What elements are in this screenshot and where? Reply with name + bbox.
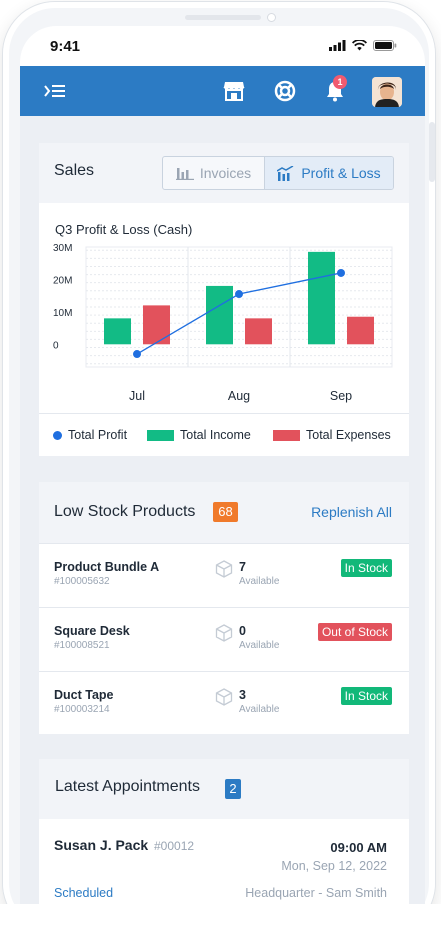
y-tick-label: 0 <box>53 340 59 351</box>
product-qty: 7 <box>239 560 246 574</box>
qty-label: Available <box>239 640 280 651</box>
y-tick-label: 20M <box>53 275 72 286</box>
y-tick-label: 30M <box>53 243 72 254</box>
product-name: Square Desk <box>54 624 130 638</box>
legend-swatch-icon <box>147 429 174 441</box>
appointment-location: Headquarter - Sam Smith <box>245 886 387 900</box>
appointments-card: Latest Appointments 2 Susan J. Pack #000… <box>39 759 409 906</box>
status-bar: 9:41 <box>20 26 425 66</box>
point-total-profit <box>133 350 141 359</box>
legend-label: Total Income <box>180 428 251 442</box>
x-tick-label: Aug <box>228 389 250 403</box>
product-sku: #100005632 <box>54 576 110 587</box>
legend-label: Total Profit <box>68 428 128 442</box>
appointment-name: Susan J. Pack <box>54 837 149 853</box>
list-item[interactable]: Square Desk #100008521 0 Available Out o… <box>39 607 409 671</box>
phone-frame: 9:41 <box>3 2 435 935</box>
point-total-profit <box>337 268 345 277</box>
bar-total-expenses <box>347 316 374 345</box>
bar-total-expenses <box>143 305 170 345</box>
bar-total-income <box>104 318 131 345</box>
status-time: 9:41 <box>50 38 81 55</box>
appointments-header: Latest Appointments 2 <box>39 759 409 819</box>
qty-label: Available <box>239 576 280 587</box>
product-sku: #100008521 <box>54 640 110 651</box>
screen: 9:41 <box>20 26 425 906</box>
legend-total-income: Total Income <box>147 428 251 442</box>
sales-card: Sales Invoices <box>39 143 409 456</box>
low-stock-title: Low Stock Products <box>54 503 196 520</box>
avatar[interactable] <box>372 77 402 107</box>
appointment-status: Scheduled <box>54 886 114 900</box>
status-badge: Out of Stock <box>317 623 392 641</box>
point-total-profit <box>235 290 243 299</box>
product-qty: 0 <box>239 624 246 638</box>
product-name: Duct Tape <box>54 688 114 702</box>
status-badge: In Stock <box>340 559 392 577</box>
appointment-time: 09:00 AM <box>330 840 387 855</box>
product-sku: #100003214 <box>54 704 110 715</box>
battery-icon <box>373 40 397 51</box>
tab-invoices[interactable]: Invoices <box>163 157 265 189</box>
camera <box>267 13 276 22</box>
legend-swatch-icon <box>273 429 300 441</box>
low-stock-header: Low Stock Products 68 Replenish All <box>39 482 409 543</box>
side-button <box>429 122 435 182</box>
sales-title: Sales <box>54 162 95 179</box>
box-icon <box>215 624 233 642</box>
x-tick-label: Sep <box>330 389 352 403</box>
low-stock-card: Low Stock Products 68 Replenish All Prod… <box>39 482 409 734</box>
qty-label: Available <box>239 704 280 715</box>
bottom-edge <box>0 904 441 941</box>
wifi-icon <box>352 40 367 51</box>
list-item[interactable]: Duct Tape #100003214 3 Available In Stoc… <box>39 671 409 735</box>
bar-total-expenses <box>245 318 272 345</box>
tab-invoices-label: Invoices <box>199 165 252 181</box>
legend-label: Total Expenses <box>306 428 391 442</box>
appointment-id: #00012 <box>154 839 195 853</box>
tab-profit-loss[interactable]: Profit & Loss <box>265 157 393 189</box>
list-item[interactable]: Product Bundle A #100005632 7 Available … <box>39 543 409 607</box>
box-icon <box>215 560 233 578</box>
appointments-title: Latest Appointments <box>55 778 200 795</box>
product-name: Product Bundle A <box>54 560 160 574</box>
menu-icon[interactable] <box>43 79 67 103</box>
tab-profit-loss-label: Profit & Loss <box>301 165 381 181</box>
app-bar: 1 <box>20 66 425 116</box>
notification-badge: 1 <box>333 75 347 89</box>
low-stock-count-badge: 68 <box>213 502 238 522</box>
box-icon <box>215 688 233 706</box>
legend-total-expenses: Total Expenses <box>273 428 391 442</box>
chart-title: Q3 Profit & Loss (Cash) <box>55 222 193 237</box>
store-icon[interactable] <box>222 79 246 103</box>
sales-tabs: Invoices Profit & Loss <box>162 156 394 190</box>
sales-header: Sales Invoices <box>39 143 409 203</box>
signal-icon <box>329 40 346 51</box>
support-icon[interactable] <box>273 79 297 103</box>
status-badge: In Stock <box>340 687 392 705</box>
legend-dot-icon <box>53 430 62 440</box>
chart-legend: Total Profit Total Income Total Expenses <box>39 413 409 456</box>
speaker <box>185 15 261 20</box>
appointments-count-badge: 2 <box>225 779 241 799</box>
bar-total-income <box>308 251 335 345</box>
profit-loss-chart: 30M 20M 10M 0 Jul Aug Sep <box>53 243 393 403</box>
appointment-date: Mon, Sep 12, 2022 <box>281 859 387 873</box>
status-icons <box>329 40 397 51</box>
product-qty: 3 <box>239 688 246 702</box>
y-tick-label: 10M <box>53 308 72 319</box>
bar-total-income <box>206 285 233 345</box>
replenish-all-link[interactable]: Replenish All <box>311 504 392 520</box>
x-tick-label: Jul <box>129 389 145 403</box>
bar-chart-icon <box>175 168 194 180</box>
trend-chart-icon <box>277 165 294 181</box>
legend-total-profit: Total Profit <box>53 428 127 442</box>
